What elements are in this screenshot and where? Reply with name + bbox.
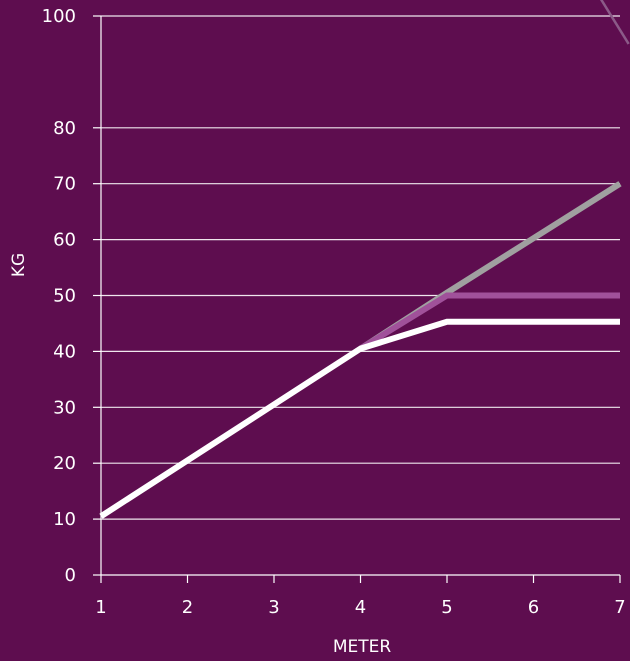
y-tick-label: 10 [53,509,76,530]
x-tick-label: 1 [95,597,106,618]
y-tick-label: 0 [65,565,76,586]
y-tick-label: 60 [53,230,76,251]
series-line-3 [99,318,620,519]
x-tick-label: 4 [355,597,366,618]
y-tick-label: 80 [53,118,76,139]
y-tick-label: 40 [53,341,76,362]
y-tick-label: 20 [53,453,76,474]
x-tick-label: 6 [528,597,539,618]
y-tick-label: 50 [53,286,76,307]
grid-lines [101,15,620,520]
decorative-diagonal-line [599,0,630,45]
y-tick-label: 100 [42,6,76,27]
x-tick-label: 5 [441,597,452,618]
y-tick-label: 70 [53,174,76,195]
x-tick-labels: 1 2 3 4 5 6 7 [95,597,625,618]
x-tick-label: 3 [268,597,279,618]
y-axis-title: KG [9,253,29,277]
x-axis-title: METER [333,637,392,657]
y-tick-labels: 0 10 20 30 40 50 60 70 80 100 [42,6,76,586]
x-tick-label: 7 [614,597,625,618]
y-tick-label: 30 [53,397,76,418]
axes [93,15,621,583]
series-lines [99,181,622,519]
x-tick-label: 2 [182,597,193,618]
series-line-2 [358,292,620,352]
corner-decoration [599,0,630,45]
